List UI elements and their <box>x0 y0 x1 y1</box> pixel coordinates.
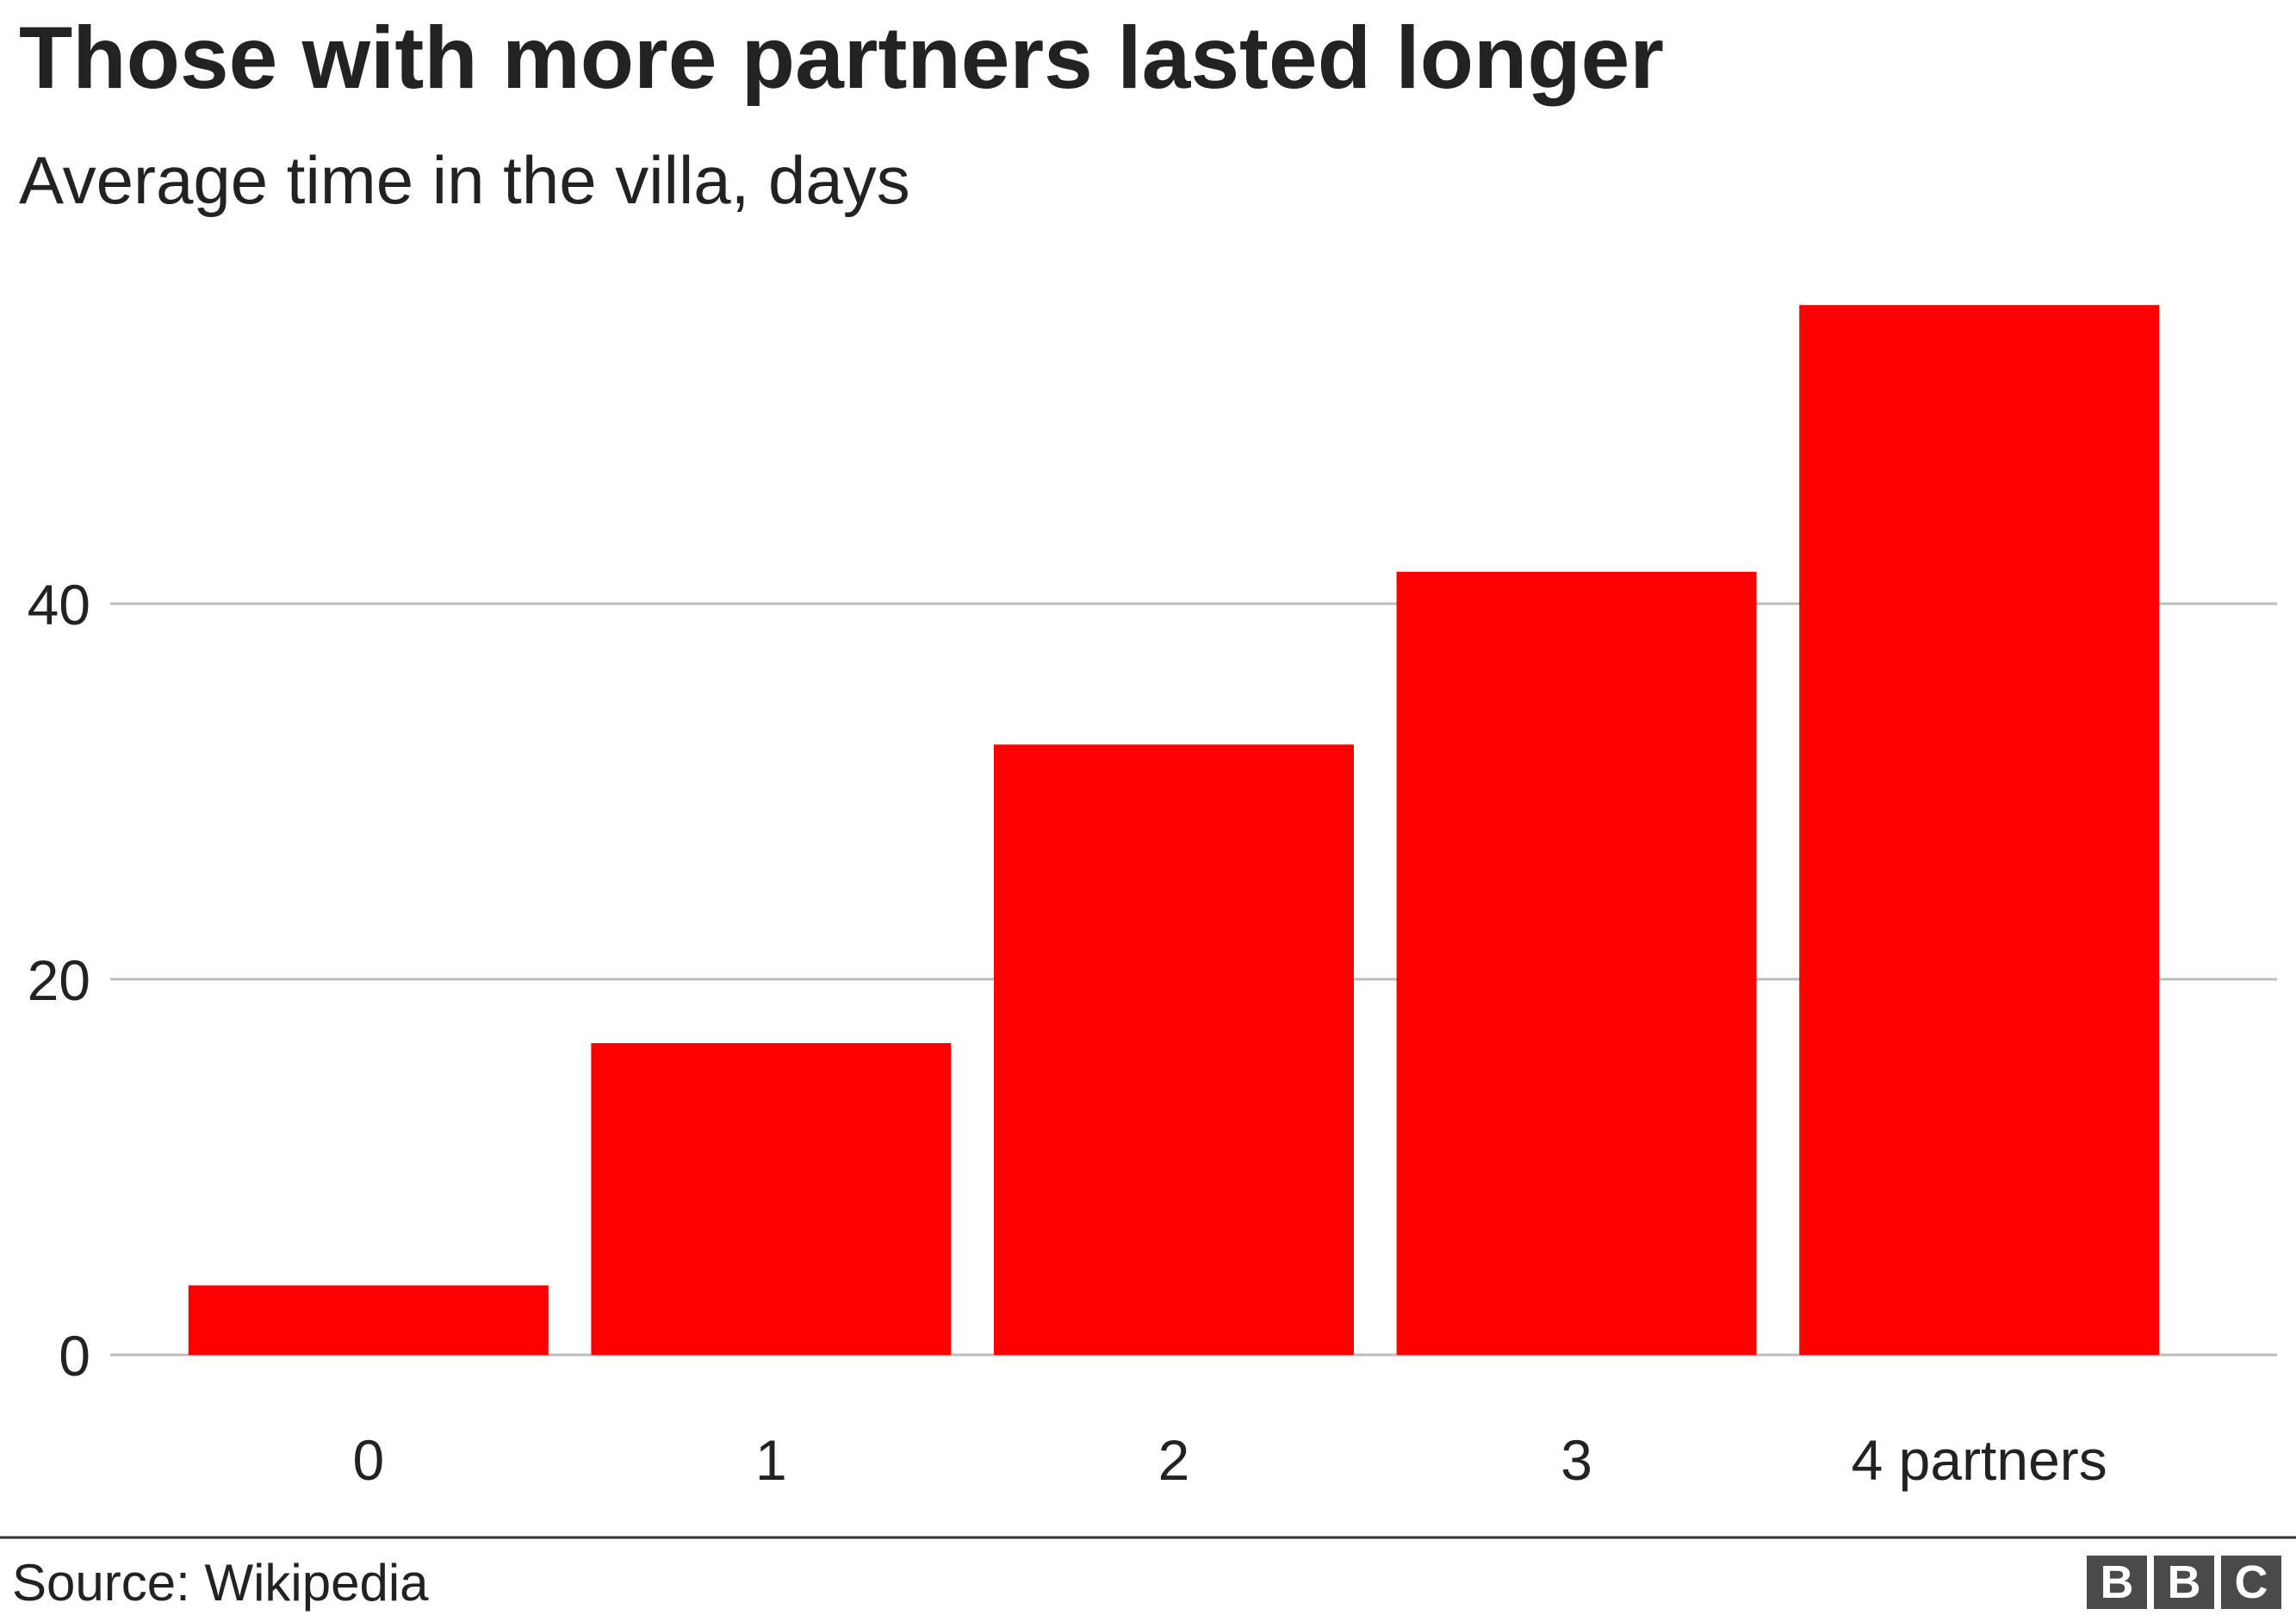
y-tick-label: 40 <box>28 573 90 637</box>
x-tick-label: 2 <box>1158 1428 1190 1492</box>
logo-letter: B <box>2101 1556 2134 1608</box>
source: Source: Wikipedia <box>12 1554 429 1612</box>
logo-letter: B <box>2168 1556 2201 1608</box>
x-tick-label: 0 <box>352 1428 384 1492</box>
x-tick-label: 3 <box>1561 1428 1592 1492</box>
bar <box>591 1043 952 1355</box>
logo-box <box>2154 1556 2214 1609</box>
y-tick-label: 0 <box>59 1324 90 1388</box>
bar <box>1799 305 2160 1355</box>
bar <box>188 1285 549 1355</box>
x-tick-label: 1 <box>755 1428 787 1492</box>
chart-title: Those with more partners lasted longer <box>19 9 1664 107</box>
bar <box>994 744 1354 1355</box>
chart-subtitle: Average time in the villa, days <box>19 142 910 218</box>
logo-letter: C <box>2235 1556 2268 1608</box>
bar <box>1396 571 1757 1355</box>
logo-box <box>2221 1556 2281 1609</box>
y-tick-label: 20 <box>28 948 90 1012</box>
x-tick-label: 4 partners <box>1852 1428 2107 1492</box>
logo-box <box>2087 1556 2147 1609</box>
